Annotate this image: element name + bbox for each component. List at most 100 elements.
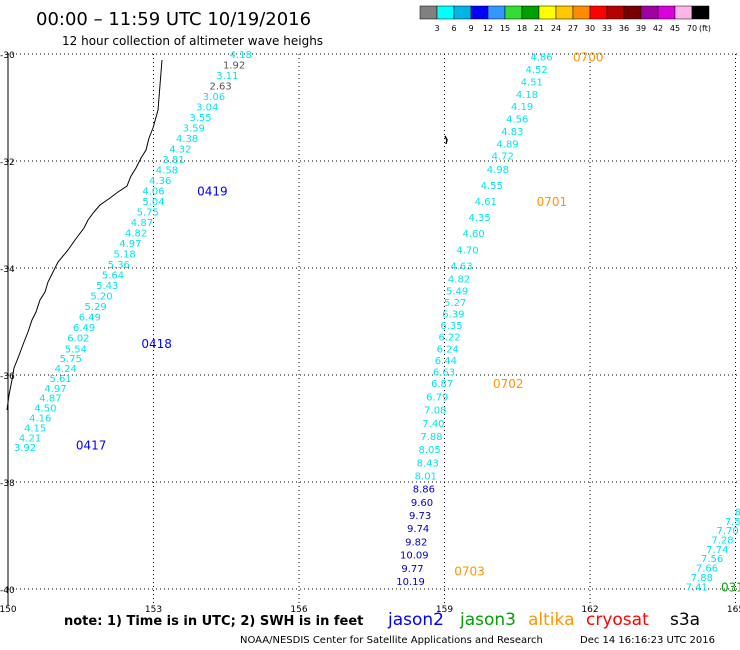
wave-height-value: 6.39 (442, 309, 464, 320)
wave-height-value: 7.56 (701, 554, 723, 565)
colorbar-label: 39 (636, 24, 646, 33)
satellite-legend: jason2 jason3 altika cryosat s3a (387, 610, 700, 630)
wave-height-value: 4.24 (55, 364, 77, 375)
wave-height-value: 4.55 (481, 181, 503, 192)
australia-coastline (6, 59, 448, 411)
pass-0417: 5.545.754.245.614.974.874.504.164.154.21… (14, 344, 107, 454)
wave-height-value: 6.87 (431, 379, 453, 390)
colorbar-swatch (606, 5, 625, 20)
longitude-label: 165 (727, 605, 740, 615)
wave-height-value: 4.86 (530, 53, 552, 64)
wave-height-value: 4.60 (462, 229, 484, 240)
longitude-label: 153 (145, 605, 162, 615)
wave-height-value: 6.63 (433, 367, 455, 378)
wave-height-value: 1.92 (223, 60, 245, 71)
satellite-legend-altika: altika (528, 610, 575, 630)
wave-height-value: 5.27 (444, 298, 466, 309)
colorbar-label: 45 (670, 24, 680, 33)
wave-height-value: 7.70 (716, 526, 738, 537)
wave-height-value: 3.55 (189, 113, 211, 124)
wave-height-value: 4.15 (24, 423, 46, 434)
pass-time-label: 0419 (197, 184, 228, 198)
wave-height-value: 5.29 (85, 302, 107, 313)
wave-height-value: 8 (735, 507, 740, 518)
wave-height-value: 9.73 (409, 511, 431, 522)
wave-height-value: 7.5 (725, 517, 740, 528)
pass-0418: 5.045.754.874.824.975.185.365.645.435.20… (67, 197, 172, 351)
colorbar-label: 27 (568, 24, 578, 33)
wave-height-value: 4.19 (511, 102, 533, 113)
wave-height-value: 6.49 (79, 313, 101, 324)
wave-height-value: 6.02 (67, 334, 89, 345)
map-title: 00:00 – 11:59 UTC 10/19/2016 (36, 9, 311, 30)
colorbar-swatch (453, 5, 472, 20)
wave-height-value: 3.06 (203, 92, 225, 103)
colorbar-swatch (487, 5, 506, 20)
footer-note: note: 1) Time is in UTC; 2) SWH is in fe… (64, 614, 363, 629)
wave-height-value: 9.82 (405, 537, 427, 548)
colorbar-label: 33 (602, 24, 612, 33)
colorbar-swatch (419, 5, 438, 20)
colorbar-unit: (ft) (699, 24, 711, 33)
wave-height-value: 3.11 (216, 71, 238, 82)
wave-height-value: 4.98 (487, 165, 509, 176)
map-subtitle: 12 hour collection of altimeter wave hei… (62, 34, 323, 48)
wave-height-value: 5.18 (113, 250, 135, 261)
colorbar-swatch (555, 5, 574, 20)
colorbar-label: 70 (687, 24, 697, 33)
wave-height-value: 4.21 (19, 433, 41, 444)
wave-height-value: 4.38 (176, 134, 198, 145)
latitude-label: -34 (0, 265, 15, 275)
wave-height-value: 4.61 (475, 197, 497, 208)
wave-height-value: 10.09 (400, 551, 429, 562)
wave-height-value: 4.87 (131, 218, 153, 229)
colorbar-label: 3 (434, 24, 439, 33)
colorbar-swatch (623, 5, 642, 20)
wave-height-value: 5.04 (142, 197, 164, 208)
wave-height-value: 4.70 (456, 245, 478, 256)
satellite-legend-cryosat: cryosat (586, 610, 649, 630)
colorbar-swatch (691, 5, 710, 20)
satellite-legend-jason3: jason3 (459, 610, 516, 630)
wave-height-value: 4.87 (39, 394, 61, 405)
longitude-label: 150 (0, 605, 17, 615)
wave-height-value: 5.61 (49, 374, 71, 385)
satellite-legend-s3a: s3a (670, 610, 700, 630)
pass-0702: 4.825.495.276.396.356.226.246.446.636.87… (431, 275, 524, 391)
colorbar-swatch (589, 5, 608, 20)
pass-time-label: 0418 (141, 337, 172, 351)
wave-height-value: 4.16 (29, 414, 51, 425)
colorbar-label: 15 (500, 24, 510, 33)
wave-height-value: 6.22 (438, 333, 460, 344)
pass-031: 87.57.707.287.747.567.667.887.41 031 (686, 507, 740, 594)
pass-0419: 4.181.923.112.633.063.043.553.594.384.32… (142, 50, 252, 198)
wave-height-value: 4.18 (516, 90, 538, 101)
wave-height-value: 4.83 (501, 127, 523, 138)
wave-height-value: 7.28 (711, 536, 733, 547)
wave-height-value: 4.50 (34, 404, 56, 415)
longitude-label: 156 (290, 605, 307, 615)
wave-height-value: 7.66 (696, 564, 718, 575)
latitude-label: -30 (0, 51, 15, 61)
pass-time-label: 031 (721, 580, 740, 594)
wave-height-value: 4.35 (469, 213, 491, 224)
wave-height-value: 4.89 (496, 139, 518, 150)
lat-lon-gridlines (7, 53, 740, 604)
wave-height-value: 8.05 (418, 445, 440, 456)
colorbar-label: 6 (451, 24, 456, 33)
colorbar-swatch (674, 5, 693, 20)
pass-0701: 4.98 4.55 4.61 4.35 4.60 4.70 4.63 0701 (450, 165, 567, 272)
wave-height-value: 7.88 (691, 573, 713, 584)
pass-time-label: 0702 (493, 377, 524, 391)
colorbar-label: 42 (653, 24, 663, 33)
colorbar-label: 21 (534, 24, 544, 33)
wave-height-value: 7.88 (420, 432, 442, 443)
wave-height-value: 3.04 (196, 102, 218, 113)
wave-height-value: 4.82 (448, 275, 470, 286)
colorbar-swatch (572, 5, 591, 20)
altimeter-passes: 4.181.923.112.633.063.043.553.594.384.32… (14, 50, 740, 594)
colorbar-swatch (640, 5, 659, 20)
wave-height-value: 5.75 (60, 354, 82, 365)
wave-height-value: 2.63 (210, 81, 232, 92)
